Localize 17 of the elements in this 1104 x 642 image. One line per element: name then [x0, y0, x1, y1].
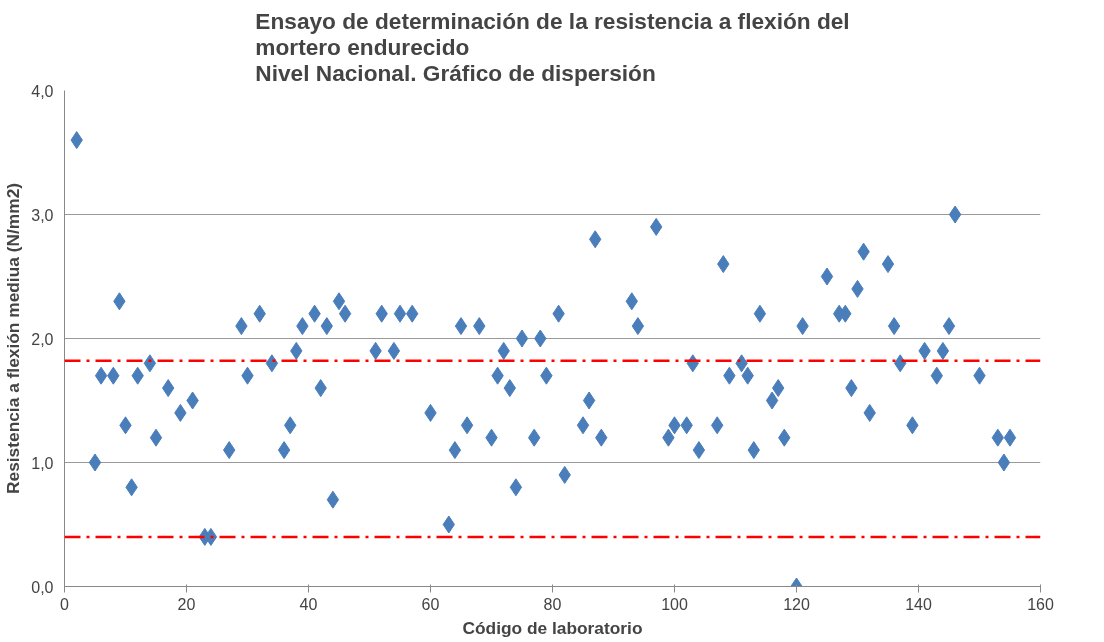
- x-tick-label: 80: [543, 595, 562, 613]
- x-tick-label: 160: [1027, 595, 1054, 613]
- x-tick-label: 60: [421, 595, 440, 613]
- x-axis-title: Código de laboratorio: [462, 617, 643, 638]
- x-tick-label: 20: [177, 595, 196, 613]
- y-tick-label: 1,0: [31, 454, 54, 472]
- x-tick-label: 120: [783, 595, 810, 613]
- y-tick-label: 4,0: [31, 82, 54, 100]
- x-tick-label: 40: [299, 595, 318, 613]
- x-tick-label: 0: [60, 595, 70, 613]
- x-tick-label: 140: [905, 595, 932, 613]
- y-tick-label: 0,0: [31, 578, 54, 596]
- y-tick-label: 2,0: [31, 330, 54, 348]
- x-tick-label: 100: [661, 595, 688, 613]
- y-axis-title: Resistencia a flexión mediua (N/mm2): [3, 182, 24, 495]
- y-tick-label: 3,0: [31, 206, 54, 224]
- chart-title: Ensayo de determinación de la resistencia a flexión del mortero endurecido Nivel Nacional. Gráfico de dispersión: [255, 7, 850, 86]
